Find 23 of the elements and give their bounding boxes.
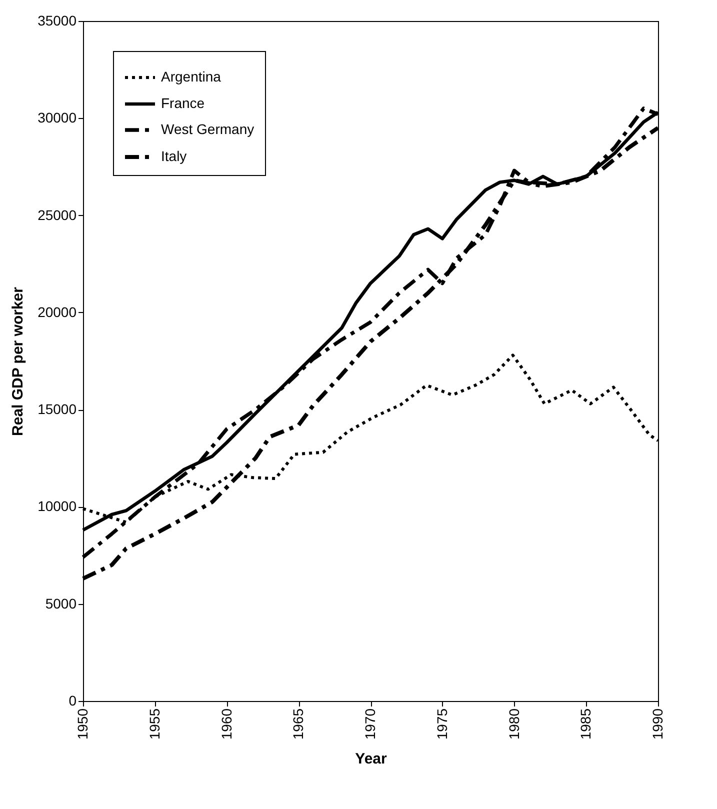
x-tick-label: 1955 xyxy=(146,708,162,740)
legend-label: Argentina xyxy=(161,68,222,84)
y-tick-label: 30000 xyxy=(38,110,77,126)
x-axis-title: Year xyxy=(355,750,388,768)
y-tick-label: 5000 xyxy=(45,595,77,612)
y-tick-label: 25000 xyxy=(38,206,77,223)
y-tick-label: 10000 xyxy=(38,498,77,514)
y-tick-label: 15000 xyxy=(38,401,77,418)
y-tick-label: 20000 xyxy=(38,304,77,320)
x-tick-label: 1965 xyxy=(290,708,306,740)
x-tick-label: 1990 xyxy=(650,708,666,740)
legend-label: West Germany xyxy=(161,121,254,137)
y-tick-label: 0 xyxy=(68,692,77,708)
y-tick-label: 35000 xyxy=(38,12,77,28)
x-tick-label: 1970 xyxy=(362,708,378,740)
x-tick-label: 1985 xyxy=(578,708,594,740)
x-tick-label: 1975 xyxy=(434,708,450,740)
x-tick-label: 1960 xyxy=(218,708,234,740)
legend-label: Italy xyxy=(161,148,187,164)
legend-label: France xyxy=(161,95,205,111)
x-tick-label: 1950 xyxy=(74,708,90,740)
x-tick-label: 1980 xyxy=(506,708,522,740)
y-axis-title: Real GDP per worker xyxy=(10,286,27,436)
